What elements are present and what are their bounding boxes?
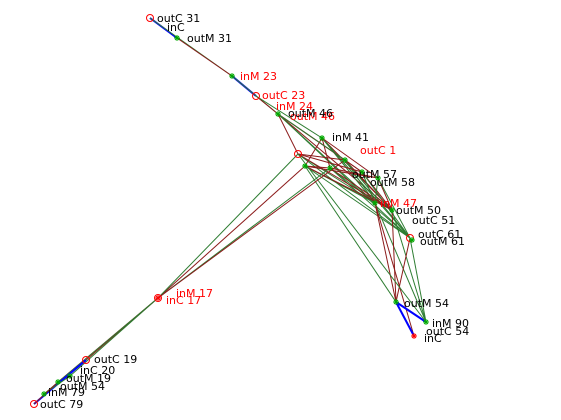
edge: [176, 37, 233, 77]
edge: [374, 202, 427, 323]
edge: [374, 177, 379, 204]
node-outC-23: [252, 92, 260, 100]
label-outM-31: outM 31: [187, 32, 232, 45]
edge: [297, 153, 427, 323]
node-outM-46: [275, 111, 281, 117]
node-inM-41: [319, 135, 325, 141]
label-outC-1: outC 1: [360, 144, 396, 157]
edge: [304, 165, 397, 303]
edge: [277, 113, 346, 161]
edge: [304, 165, 379, 179]
node-inM-47: [372, 200, 378, 206]
label-inM-24: inM 24: [276, 100, 313, 113]
edge: [329, 167, 393, 211]
label-outC-31: outC 31: [157, 12, 200, 25]
label-outM-54-right: outM 54: [404, 297, 449, 310]
edge: [157, 165, 306, 299]
edge: [391, 209, 397, 303]
edge: [391, 209, 427, 323]
label-outM-46: outM 46: [288, 107, 333, 120]
node-outM-54-left: [55, 379, 61, 385]
label-inC-17: inC 17: [166, 294, 201, 307]
edge: [374, 202, 397, 303]
edge: [321, 137, 379, 179]
edge: [361, 171, 376, 204]
node-h5: [302, 163, 308, 169]
label-inC-top: inC: [167, 21, 185, 34]
edge: [33, 381, 59, 405]
edge: [297, 153, 346, 161]
edge: [361, 171, 411, 239]
edges: [33, 17, 427, 405]
edge: [43, 297, 159, 395]
edge: [277, 113, 299, 155]
label-outM-50: outM 50: [396, 204, 441, 217]
edge: [409, 237, 427, 323]
label-outM-58: outM 58: [370, 176, 415, 189]
label-outC-61: outC 61: [418, 228, 461, 241]
node-outC-31: [146, 14, 154, 22]
label-outC-23: outC 23: [262, 89, 305, 102]
edge: [297, 153, 363, 173]
node-inM-23: [229, 73, 235, 79]
label-inC-bottom: inC: [424, 332, 442, 345]
label-outM-54-left: outM 54: [60, 380, 105, 393]
node-inC-20: [67, 373, 73, 379]
label-outC-19: outC 19: [94, 353, 137, 366]
label-outM-19: outM 19: [66, 372, 111, 385]
label-outC-79: outC 79: [40, 398, 83, 411]
label-inM-79: inM 79: [48, 386, 85, 399]
label-outM-57: outM 57: [352, 168, 397, 181]
edge: [395, 237, 411, 303]
label-inM-41: inM 41: [332, 131, 369, 144]
edge: [344, 159, 376, 204]
node-outM-61: [409, 237, 415, 243]
edge: [157, 153, 299, 299]
node-outM-31: [174, 35, 180, 41]
node-hub: [342, 157, 348, 163]
nodes: [30, 14, 429, 408]
edge: [344, 159, 363, 173]
edge: [157, 159, 346, 299]
node-outC-1: [294, 150, 302, 158]
node-h4: [375, 175, 381, 181]
node-outC-19: [82, 356, 90, 364]
label-inC-20: inC 20: [80, 364, 115, 377]
edge-blue: [395, 301, 427, 323]
label-inM-47: inM 47: [380, 197, 417, 210]
node-inM-79: [41, 391, 47, 397]
label-outC-51: outC 51: [412, 214, 455, 227]
node-inM-90: [423, 319, 429, 325]
node-inC-17: [154, 294, 162, 302]
edge-blue: [395, 301, 415, 337]
node-inM-17: [155, 295, 161, 301]
node-outM-50: [389, 207, 395, 213]
edge: [297, 153, 393, 211]
label-inM-90: inM 90: [432, 317, 469, 330]
edge: [374, 202, 415, 337]
node-outC-79: [30, 400, 38, 408]
edge: [277, 113, 411, 239]
node-outC-54: [411, 333, 417, 339]
label-inM-23: inM 23: [240, 70, 277, 83]
edge: [255, 95, 323, 139]
label-inM-17: inM 17: [176, 287, 213, 300]
node-h3: [359, 169, 365, 175]
edge: [255, 95, 279, 115]
labels: outC 31 inC outM 31 inM 23 outC 23 inM 2…: [40, 12, 469, 411]
node-h2: [327, 165, 333, 171]
label-outM-61: outM 61: [420, 235, 465, 248]
label-outM-46-red: outM 46: [290, 110, 335, 123]
node-outM-54: [393, 299, 399, 305]
label-outC-54: outC 54: [426, 325, 469, 338]
